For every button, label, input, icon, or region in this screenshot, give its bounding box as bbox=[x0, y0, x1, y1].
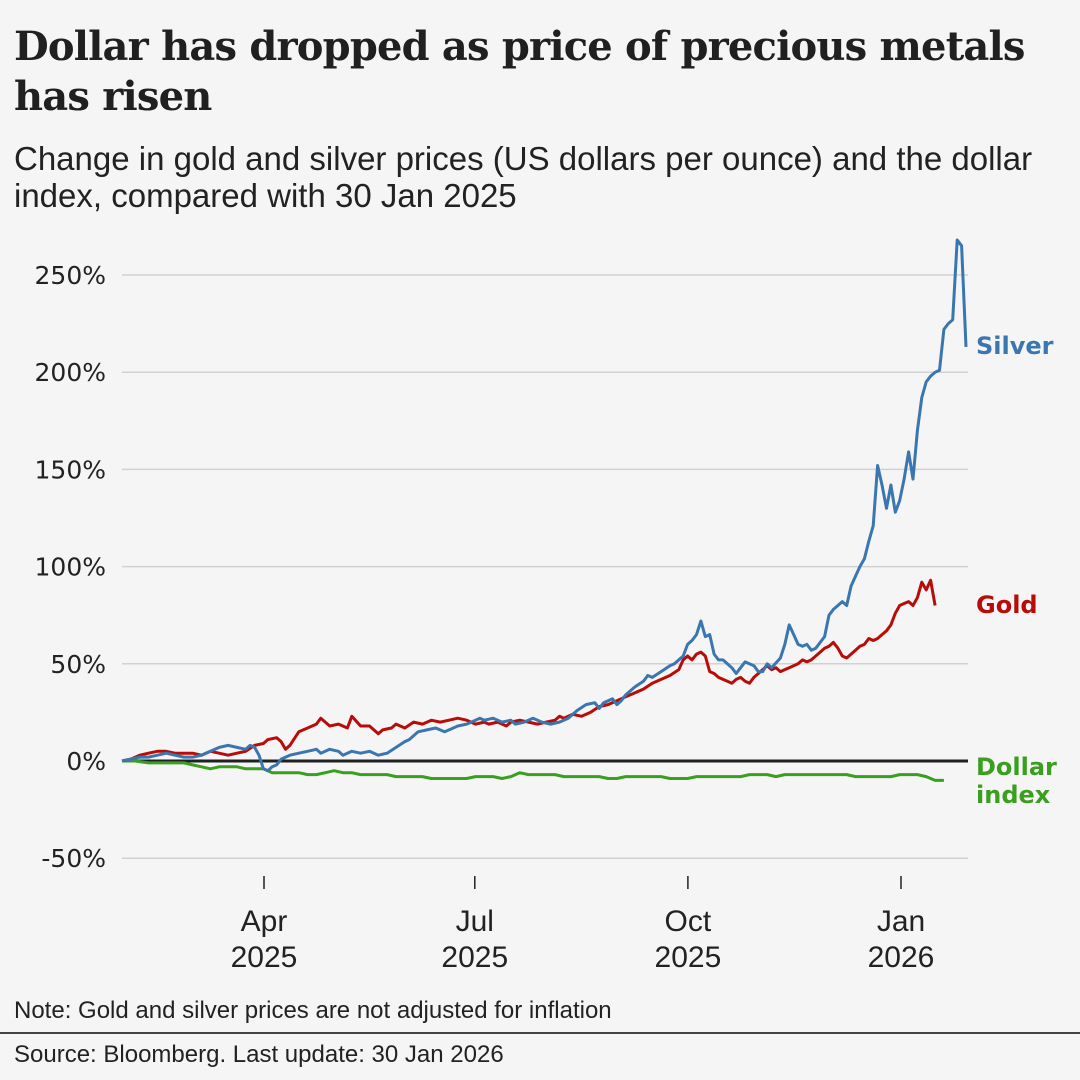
series-label-dollar-line1: Dollar bbox=[976, 753, 1057, 781]
y-tick-label: 250% bbox=[35, 261, 106, 290]
x-tick-label-year: 2025 bbox=[655, 941, 722, 974]
chart-subtitle: Change in gold and silver prices (US dol… bbox=[14, 140, 1033, 214]
x-tick-label-month: Apr bbox=[241, 905, 288, 938]
y-tick-label: -50% bbox=[41, 844, 106, 873]
gridlines bbox=[122, 274, 968, 859]
series-lines bbox=[121, 238, 968, 782]
series-label-silver: Silver bbox=[976, 332, 1054, 360]
x-tick-label-month: Oct bbox=[665, 905, 712, 938]
series-label-gold: Gold bbox=[976, 591, 1038, 619]
y-tick-label: 0% bbox=[66, 747, 106, 776]
y-tick-label: 100% bbox=[35, 553, 106, 582]
x-tick-label-year: 2025 bbox=[231, 941, 298, 974]
chart-source: Source: Bloomberg. Last update: 30 Jan 2… bbox=[14, 1041, 504, 1068]
y-axis-ticks: 250% 200% 150% 100% 50% 0% -50% bbox=[35, 261, 106, 873]
chart-note: Note: Gold and silver prices are not adj… bbox=[14, 997, 612, 1024]
y-tick-label: 150% bbox=[35, 455, 106, 484]
series-line-silver bbox=[121, 238, 968, 773]
series-line-gold bbox=[121, 578, 937, 763]
x-tick-label-month: Jul bbox=[456, 905, 494, 938]
x-tick-label-month: Jan bbox=[877, 905, 925, 938]
x-tick-label-year: 2026 bbox=[868, 941, 935, 974]
chart-title: Dollar has dropped as price of precious … bbox=[14, 23, 1025, 120]
y-tick-label: 50% bbox=[50, 650, 106, 679]
footer-divider bbox=[0, 1032, 1080, 1034]
y-tick-label: 200% bbox=[35, 358, 106, 387]
x-tick-label-year: 2025 bbox=[441, 941, 508, 974]
series-label-dollar-line2: index bbox=[976, 781, 1051, 809]
series-line-dollar bbox=[122, 759, 944, 782]
